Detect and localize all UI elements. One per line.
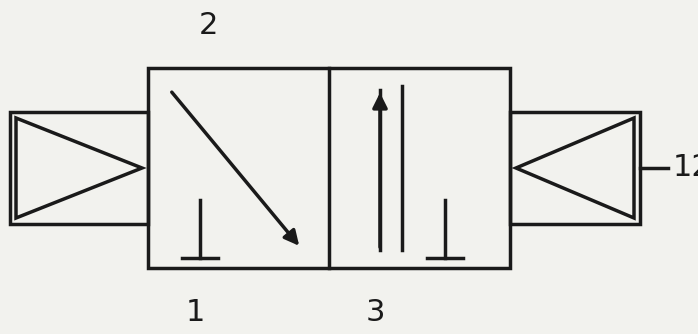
Text: 1: 1 bbox=[185, 298, 205, 327]
Bar bbox=[510, 112, 640, 224]
Text: 12: 12 bbox=[673, 154, 698, 182]
Text: 2: 2 bbox=[198, 11, 218, 40]
Bar bbox=[10, 112, 148, 224]
Text: 3: 3 bbox=[365, 298, 385, 327]
Bar bbox=[148, 68, 510, 268]
